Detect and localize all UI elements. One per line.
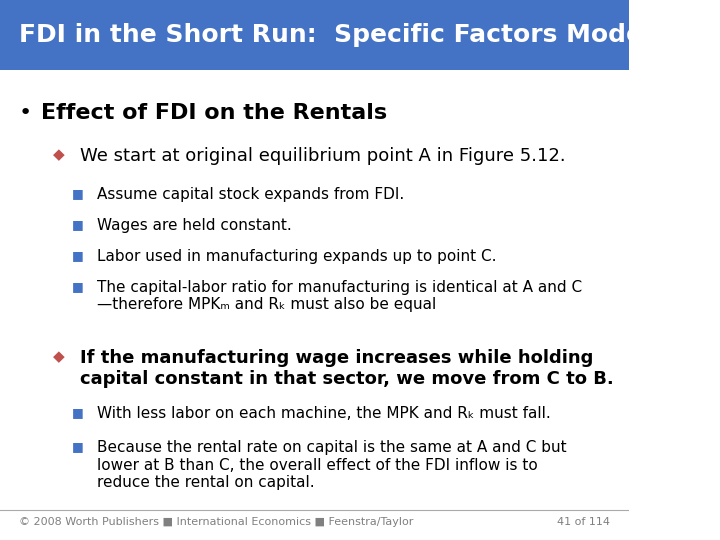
Text: © 2008 Worth Publishers ■ International Economics ■ Feenstra/Taylor: © 2008 Worth Publishers ■ International …: [19, 517, 413, 527]
FancyBboxPatch shape: [0, 0, 629, 70]
Text: ■: ■: [72, 218, 84, 231]
Text: Labor used in manufacturing expands up to point C.: Labor used in manufacturing expands up t…: [97, 249, 497, 264]
Text: FDI in the Short Run:  Specific Factors Model: FDI in the Short Run: Specific Factors M…: [19, 23, 652, 47]
Text: ■: ■: [72, 187, 84, 200]
Text: If the manufacturing wage increases while holding
capital constant in that secto: If the manufacturing wage increases whil…: [80, 349, 613, 388]
Text: ■: ■: [72, 406, 84, 419]
Text: 41 of 114: 41 of 114: [557, 517, 610, 527]
Text: ■: ■: [72, 440, 84, 453]
Text: Effect of FDI on the Rentals: Effect of FDI on the Rentals: [41, 103, 387, 123]
Text: ◆: ◆: [53, 147, 66, 162]
Text: ■: ■: [72, 249, 84, 262]
Text: •: •: [19, 103, 32, 123]
Text: Because the rental rate on capital is the same at A and C but
lower at B than C,: Because the rental rate on capital is th…: [97, 440, 567, 490]
Text: With less labor on each machine, the MPK and Rₖ must fall.: With less labor on each machine, the MPK…: [97, 406, 552, 421]
Text: The capital-labor ratio for manufacturing is identical at A and C
—therefore MPK: The capital-labor ratio for manufacturin…: [97, 280, 582, 312]
Text: Wages are held constant.: Wages are held constant.: [97, 218, 292, 233]
Text: Assume capital stock expands from FDI.: Assume capital stock expands from FDI.: [97, 187, 405, 202]
Text: We start at original equilibrium point A in Figure 5.12.: We start at original equilibrium point A…: [80, 147, 565, 165]
Text: ■: ■: [72, 280, 84, 293]
Text: ◆: ◆: [53, 349, 66, 364]
